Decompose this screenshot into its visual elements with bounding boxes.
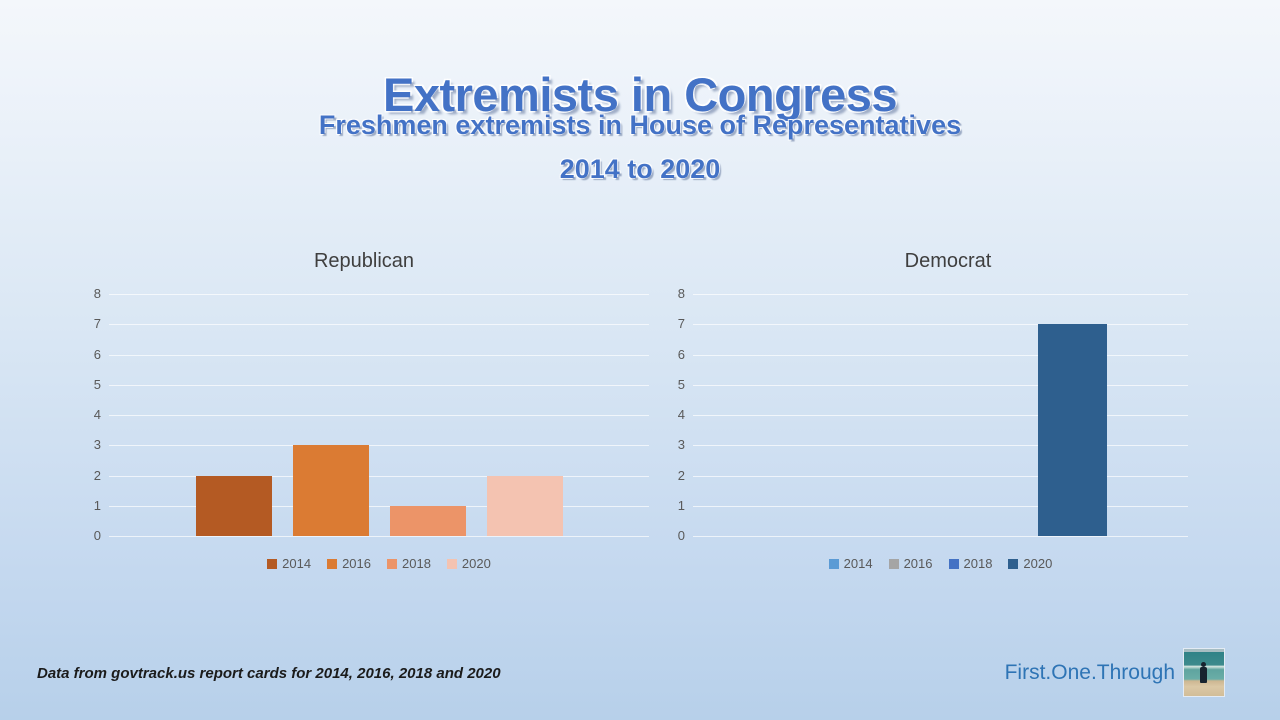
- y-axis-tick-label: 2: [677, 467, 685, 483]
- y-axis-tick-label: 8: [677, 286, 685, 301]
- legend-swatch: [888, 558, 899, 569]
- gridline: [693, 505, 1188, 507]
- legend-item-2018: 2018: [948, 556, 993, 571]
- legend-swatch: [387, 558, 397, 569]
- bar-2020: [486, 475, 563, 536]
- gridline: [109, 415, 649, 416]
- legend-swatch: [267, 558, 278, 569]
- y-axis-tick-label: 4: [93, 407, 101, 422]
- legend-item-2014: 2014: [828, 556, 873, 571]
- democrat-chart: Democrat 0 1 2 3 4 5 6 7 8 2014 2016 2018 2020: [648, 246, 1248, 586]
- legend-swatch: [446, 558, 457, 569]
- subtitle-line-1: Freshmen extremists in House of Represen…: [318, 110, 962, 140]
- gridline: [693, 536, 1188, 537]
- gridline: [109, 324, 649, 326]
- gridline: [693, 475, 1188, 477]
- legend-label: 2014: [843, 556, 873, 571]
- gridline: [109, 354, 649, 356]
- bar-2016: [292, 445, 369, 536]
- y-axis-tick-label: 3: [677, 437, 685, 453]
- slide-subtitle: Freshmen extremists in House of Represen…: [0, 103, 1280, 191]
- bar-2020: [1038, 324, 1107, 536]
- gridline: [109, 384, 649, 386]
- legend-label: 2020: [461, 556, 491, 571]
- gridline: [693, 384, 1188, 386]
- beach-photo-logo: [1184, 649, 1224, 696]
- legend-label: 2020: [1023, 556, 1053, 571]
- y-axis-tick-label: 4: [677, 407, 685, 422]
- gridline: [109, 294, 649, 295]
- y-axis-tick-label: 1: [677, 497, 685, 513]
- legend-item-2018: 2018: [387, 556, 431, 571]
- legend-label: 2014: [282, 556, 312, 571]
- subtitle-line-2: 2014 to 2020: [559, 154, 721, 184]
- y-axis-tick-label: 0: [677, 528, 685, 543]
- slide-title: Extremists in Congress: [382, 68, 898, 122]
- legend-label: 2016: [342, 556, 371, 571]
- person-silhouette-head: [1201, 662, 1206, 667]
- legend-swatch: [1008, 558, 1019, 569]
- gridline: [109, 475, 649, 477]
- legend-swatch: [828, 558, 839, 569]
- chart-plot-area: [109, 294, 649, 537]
- y-axis-tick-label: 7: [93, 316, 101, 332]
- brand-name: First.One.Through: [1004, 660, 1175, 684]
- chart-title: Republican: [313, 250, 415, 272]
- chart-plot-area: [693, 294, 1188, 537]
- gridline: [109, 445, 649, 447]
- y-axis-tick-label: 5: [93, 376, 101, 392]
- legend-label: 2016: [903, 556, 933, 571]
- y-axis-tick-label: 3: [93, 437, 101, 453]
- gridline: [693, 445, 1188, 447]
- brand-watermark: First.One.Through: [1005, 649, 1224, 696]
- person-silhouette-body: [1200, 667, 1207, 683]
- gridline: [693, 294, 1188, 295]
- y-axis-tick-label: 2: [93, 467, 101, 483]
- bar-2018: [389, 505, 466, 536]
- legend-item-2014: 2014: [267, 556, 311, 571]
- legend-item-2016: 2016: [327, 556, 371, 571]
- legend-item-2020: 2020: [1008, 556, 1052, 571]
- legend-swatch: [948, 558, 959, 569]
- chart-legend: 2014 2016 2018 2020: [109, 556, 649, 571]
- gridline: [693, 415, 1188, 416]
- legend-label: 2018: [963, 556, 993, 571]
- legend-label: 2018: [402, 556, 431, 571]
- y-axis-tick-label: 0: [93, 528, 101, 543]
- y-axis-tick-label: 1: [93, 497, 101, 513]
- data-source-note: Data from govtrack.us report cards for 2…: [37, 665, 501, 682]
- legend-item-2016: 2016: [888, 556, 933, 571]
- gridline: [693, 324, 1188, 326]
- chart-title: Democrat: [904, 250, 992, 272]
- legend-item-2020: 2020: [446, 556, 491, 571]
- y-axis-tick-label: 8: [93, 286, 101, 301]
- y-axis-tick-label: 5: [677, 376, 685, 392]
- bar-2014: [195, 475, 272, 536]
- gridline: [693, 354, 1188, 356]
- gridline: [109, 505, 649, 507]
- y-axis-tick-label: 7: [677, 316, 685, 332]
- chart-legend: 2014 2016 2018 2020: [693, 556, 1188, 571]
- gridline: [109, 536, 649, 537]
- legend-swatch: [327, 558, 338, 569]
- y-axis-tick-label: 6: [93, 346, 101, 362]
- republican-chart: Republican 0 1 2 3 4 5 6 7 8 2014 2016 2018 2020: [64, 246, 664, 586]
- y-axis-tick-label: 6: [677, 346, 685, 362]
